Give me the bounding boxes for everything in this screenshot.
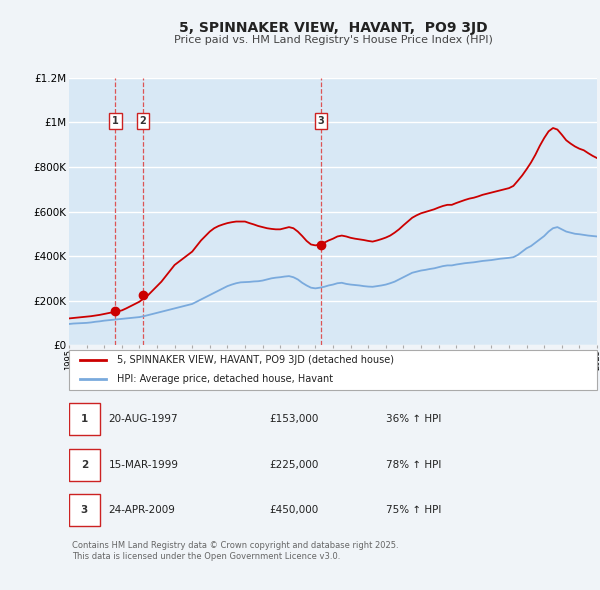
Text: 78% ↑ HPI: 78% ↑ HPI	[386, 460, 441, 470]
FancyBboxPatch shape	[69, 403, 100, 435]
Text: 5, SPINNAKER VIEW, HAVANT, PO9 3JD (detached house): 5, SPINNAKER VIEW, HAVANT, PO9 3JD (deta…	[116, 355, 394, 365]
Text: 2: 2	[80, 460, 88, 470]
Text: 1: 1	[112, 116, 119, 126]
Text: £450,000: £450,000	[269, 506, 319, 516]
FancyBboxPatch shape	[69, 350, 597, 390]
Text: £225,000: £225,000	[269, 460, 319, 470]
Text: 3: 3	[317, 116, 325, 126]
Text: 75% ↑ HPI: 75% ↑ HPI	[386, 506, 441, 516]
Text: 1: 1	[80, 414, 88, 424]
Text: 3: 3	[80, 506, 88, 516]
Text: 15-MAR-1999: 15-MAR-1999	[109, 460, 179, 470]
Text: 2: 2	[140, 116, 146, 126]
Text: HPI: Average price, detached house, Havant: HPI: Average price, detached house, Hava…	[116, 375, 332, 385]
Text: 5, SPINNAKER VIEW,  HAVANT,  PO9 3JD: 5, SPINNAKER VIEW, HAVANT, PO9 3JD	[179, 21, 487, 35]
Text: 20-AUG-1997: 20-AUG-1997	[109, 414, 178, 424]
Text: Contains HM Land Registry data © Crown copyright and database right 2025.
This d: Contains HM Land Registry data © Crown c…	[71, 540, 398, 561]
Text: £153,000: £153,000	[269, 414, 319, 424]
Text: 24-APR-2009: 24-APR-2009	[109, 506, 175, 516]
Text: Price paid vs. HM Land Registry's House Price Index (HPI): Price paid vs. HM Land Registry's House …	[173, 35, 493, 45]
Text: 36% ↑ HPI: 36% ↑ HPI	[386, 414, 441, 424]
FancyBboxPatch shape	[69, 448, 100, 481]
FancyBboxPatch shape	[69, 494, 100, 526]
